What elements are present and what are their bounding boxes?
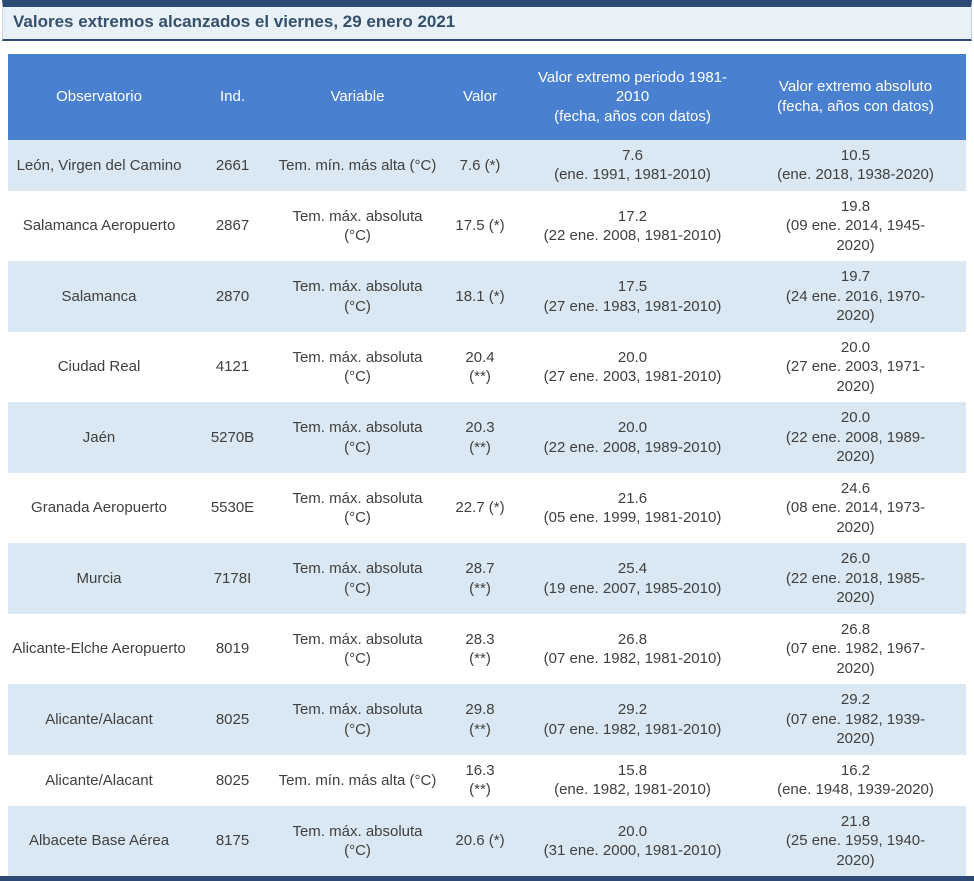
cell-variable: Tem. mín. más alta (°C): [278, 771, 437, 789]
cell-observatorio: Alicante/Alacant: [45, 710, 153, 728]
cell-valor: 20.3 (**): [465, 419, 495, 456]
cell-variable: Tem. máx. absoluta (°C): [292, 701, 423, 738]
header-valor: Valor: [440, 53, 520, 140]
cell-periodo: 26.8 (07 ene. 1982, 1981-2010): [543, 630, 722, 668]
cell-valor: 22.7 (*): [455, 499, 505, 517]
cell-variable: Tem. mín. más alta (°C): [278, 156, 437, 174]
cell-absoluto: 16.2 (ene. 1948, 1939-2020): [777, 761, 934, 799]
cell-absoluto: 19.8 (09 ene. 2014, 1945-2020): [785, 197, 926, 254]
cell-observatorio: Granada Aeropuerto: [31, 499, 167, 517]
table-body: León, Virgen del Camino 2661 Tem. mín. m…: [8, 139, 966, 877]
cell-variable: Tem. máx. absoluta (°C): [292, 419, 423, 456]
cell-observatorio: León, Virgen del Camino: [16, 156, 182, 174]
cell-periodo: 25.4 (19 ene. 2007, 1985-2010): [543, 560, 722, 597]
cell-variable: Tem. máx. absoluta (°C): [292, 822, 423, 860]
cell-observatorio: Jaén: [82, 428, 116, 446]
cell-periodo: 20.0 (31 ene. 2000, 1981-2010): [543, 822, 722, 860]
table-row: Alicante/Alacant 8025 Tem. máx. absoluta…: [8, 684, 966, 755]
cell-valor: 28.3 (**): [465, 630, 495, 668]
bottom-border-bar: [0, 876, 974, 881]
table-row: Salamanca Aeropuerto 2867 Tem. máx. abso…: [8, 190, 966, 262]
cell-observatorio: Salamanca: [61, 287, 137, 305]
page-title: Valores extremos alcanzados el viernes, …: [13, 12, 456, 31]
cell-valor: 7.6 (*): [459, 156, 501, 174]
table-row: Jaén 5270B Tem. máx. absoluta (°C) 20.3 …: [8, 402, 966, 473]
cell-absoluto: 21.8 (25 ene. 1959, 1940-2020): [785, 812, 926, 869]
table-row: Murcia 7178I Tem. máx. absoluta (°C) 28.…: [8, 543, 966, 614]
table-header: Observatorio Ind. Variable Valor Valor e…: [8, 53, 966, 140]
table-row: Alicante-Elche Aeropuerto 8019 Tem. máx.…: [8, 613, 966, 685]
cell-ind: 8175: [215, 832, 250, 850]
header-row: Observatorio Ind. Variable Valor Valor e…: [8, 53, 966, 140]
cell-ind: 8025: [215, 710, 250, 728]
cell-periodo: 21.6 (05 ene. 1999, 1981-2010): [543, 489, 722, 527]
cell-valor: 20.6 (*): [455, 832, 505, 850]
cell-observatorio: Alicante-Elche Aeropuerto: [12, 640, 186, 658]
cell-observatorio: Ciudad Real: [57, 358, 141, 376]
header-absoluto: Valor extremo absoluto (fecha, años con …: [745, 53, 966, 140]
cell-valor: 20.4 (**): [465, 348, 495, 386]
cell-valor: 18.1 (*): [455, 287, 505, 305]
cell-variable: Tem. máx. absoluta (°C): [292, 348, 423, 386]
cell-periodo: 15.8 (ene. 1982, 1981-2010): [554, 761, 711, 799]
table-row: Salamanca 2870 Tem. máx. absoluta (°C) 1…: [8, 261, 966, 332]
extremes-table: Observatorio Ind. Variable Valor Valor e…: [8, 53, 966, 877]
cell-absoluto: 26.0 (22 ene. 2018, 1985-2020): [785, 550, 926, 607]
cell-absoluto: 20.0 (22 ene. 2008, 1989-2020): [785, 409, 926, 466]
header-observatorio: Observatorio: [8, 53, 190, 140]
title-bar: Valores extremos alcanzados el viernes, …: [2, 0, 972, 41]
cell-absoluto: 20.0 (27 ene. 2003, 1971-2020): [785, 338, 926, 395]
table-row: Ciudad Real 4121 Tem. máx. absoluta (°C)…: [8, 331, 966, 403]
cell-absoluto: 19.7 (24 ene. 2016, 1970-2020): [785, 268, 926, 325]
cell-periodo: 20.0 (27 ene. 2003, 1981-2010): [543, 348, 722, 386]
cell-absoluto: 29.2 (07 ene. 1982, 1939-2020): [785, 691, 926, 748]
cell-absoluto: 10.5 (ene. 2018, 1938-2020): [777, 146, 934, 184]
cell-periodo: 29.2 (07 ene. 1982, 1981-2010): [543, 701, 722, 738]
cell-observatorio: Albacete Base Aérea: [28, 832, 170, 850]
cell-ind: 5530E: [210, 499, 255, 517]
cell-absoluto: 24.6 (08 ene. 2014, 1973-2020): [785, 479, 926, 536]
cell-ind: 4121: [215, 358, 250, 376]
cell-ind: 2661: [215, 156, 250, 174]
table-row: León, Virgen del Camino 2661 Tem. mín. m…: [8, 139, 966, 191]
header-ind: Ind.: [190, 53, 275, 140]
cell-valor: 17.5 (*): [455, 217, 505, 235]
cell-variable: Tem. máx. absoluta (°C): [292, 630, 423, 668]
cell-observatorio: Alicante/Alacant: [45, 771, 153, 789]
cell-periodo: 17.2 (22 ene. 2008, 1981-2010): [543, 207, 722, 245]
cell-ind: 2867: [215, 217, 250, 235]
cell-variable: Tem. máx. absoluta (°C): [292, 489, 423, 527]
extremes-table-container: Observatorio Ind. Variable Valor Valor e…: [8, 53, 966, 877]
cell-observatorio: Salamanca Aeropuerto: [22, 217, 176, 235]
cell-ind: 7178I: [213, 569, 252, 587]
cell-ind: 8025: [215, 771, 250, 789]
cell-valor: 29.8 (**): [465, 701, 495, 738]
cell-absoluto: 26.8 (07 ene. 1982, 1967-2020): [785, 620, 926, 677]
cell-periodo: 20.0 (22 ene. 2008, 1989-2010): [543, 419, 722, 456]
header-periodo: Valor extremo periodo 1981-2010 (fecha, …: [520, 53, 745, 140]
cell-ind: 5270B: [210, 428, 255, 446]
cell-variable: Tem. máx. absoluta (°C): [292, 207, 423, 245]
cell-variable: Tem. máx. absoluta (°C): [292, 278, 423, 315]
cell-valor: 16.3 (**): [465, 761, 495, 799]
table-row: Granada Aeropuerto 5530E Tem. máx. absol…: [8, 472, 966, 544]
cell-ind: 2870: [215, 287, 250, 305]
cell-periodo: 7.6 (ene. 1991, 1981-2010): [554, 146, 711, 184]
cell-valor: 28.7 (**): [465, 560, 495, 597]
cell-observatorio: Murcia: [76, 569, 122, 587]
table-row: Albacete Base Aérea 8175 Tem. máx. absol…: [8, 805, 966, 877]
table-row: Alicante/Alacant 8025 Tem. mín. más alta…: [8, 754, 966, 806]
header-variable: Variable: [275, 53, 440, 140]
cell-periodo: 17.5 (27 ene. 1983, 1981-2010): [543, 278, 722, 315]
cell-variable: Tem. máx. absoluta (°C): [292, 560, 423, 597]
cell-ind: 8019: [215, 640, 250, 658]
